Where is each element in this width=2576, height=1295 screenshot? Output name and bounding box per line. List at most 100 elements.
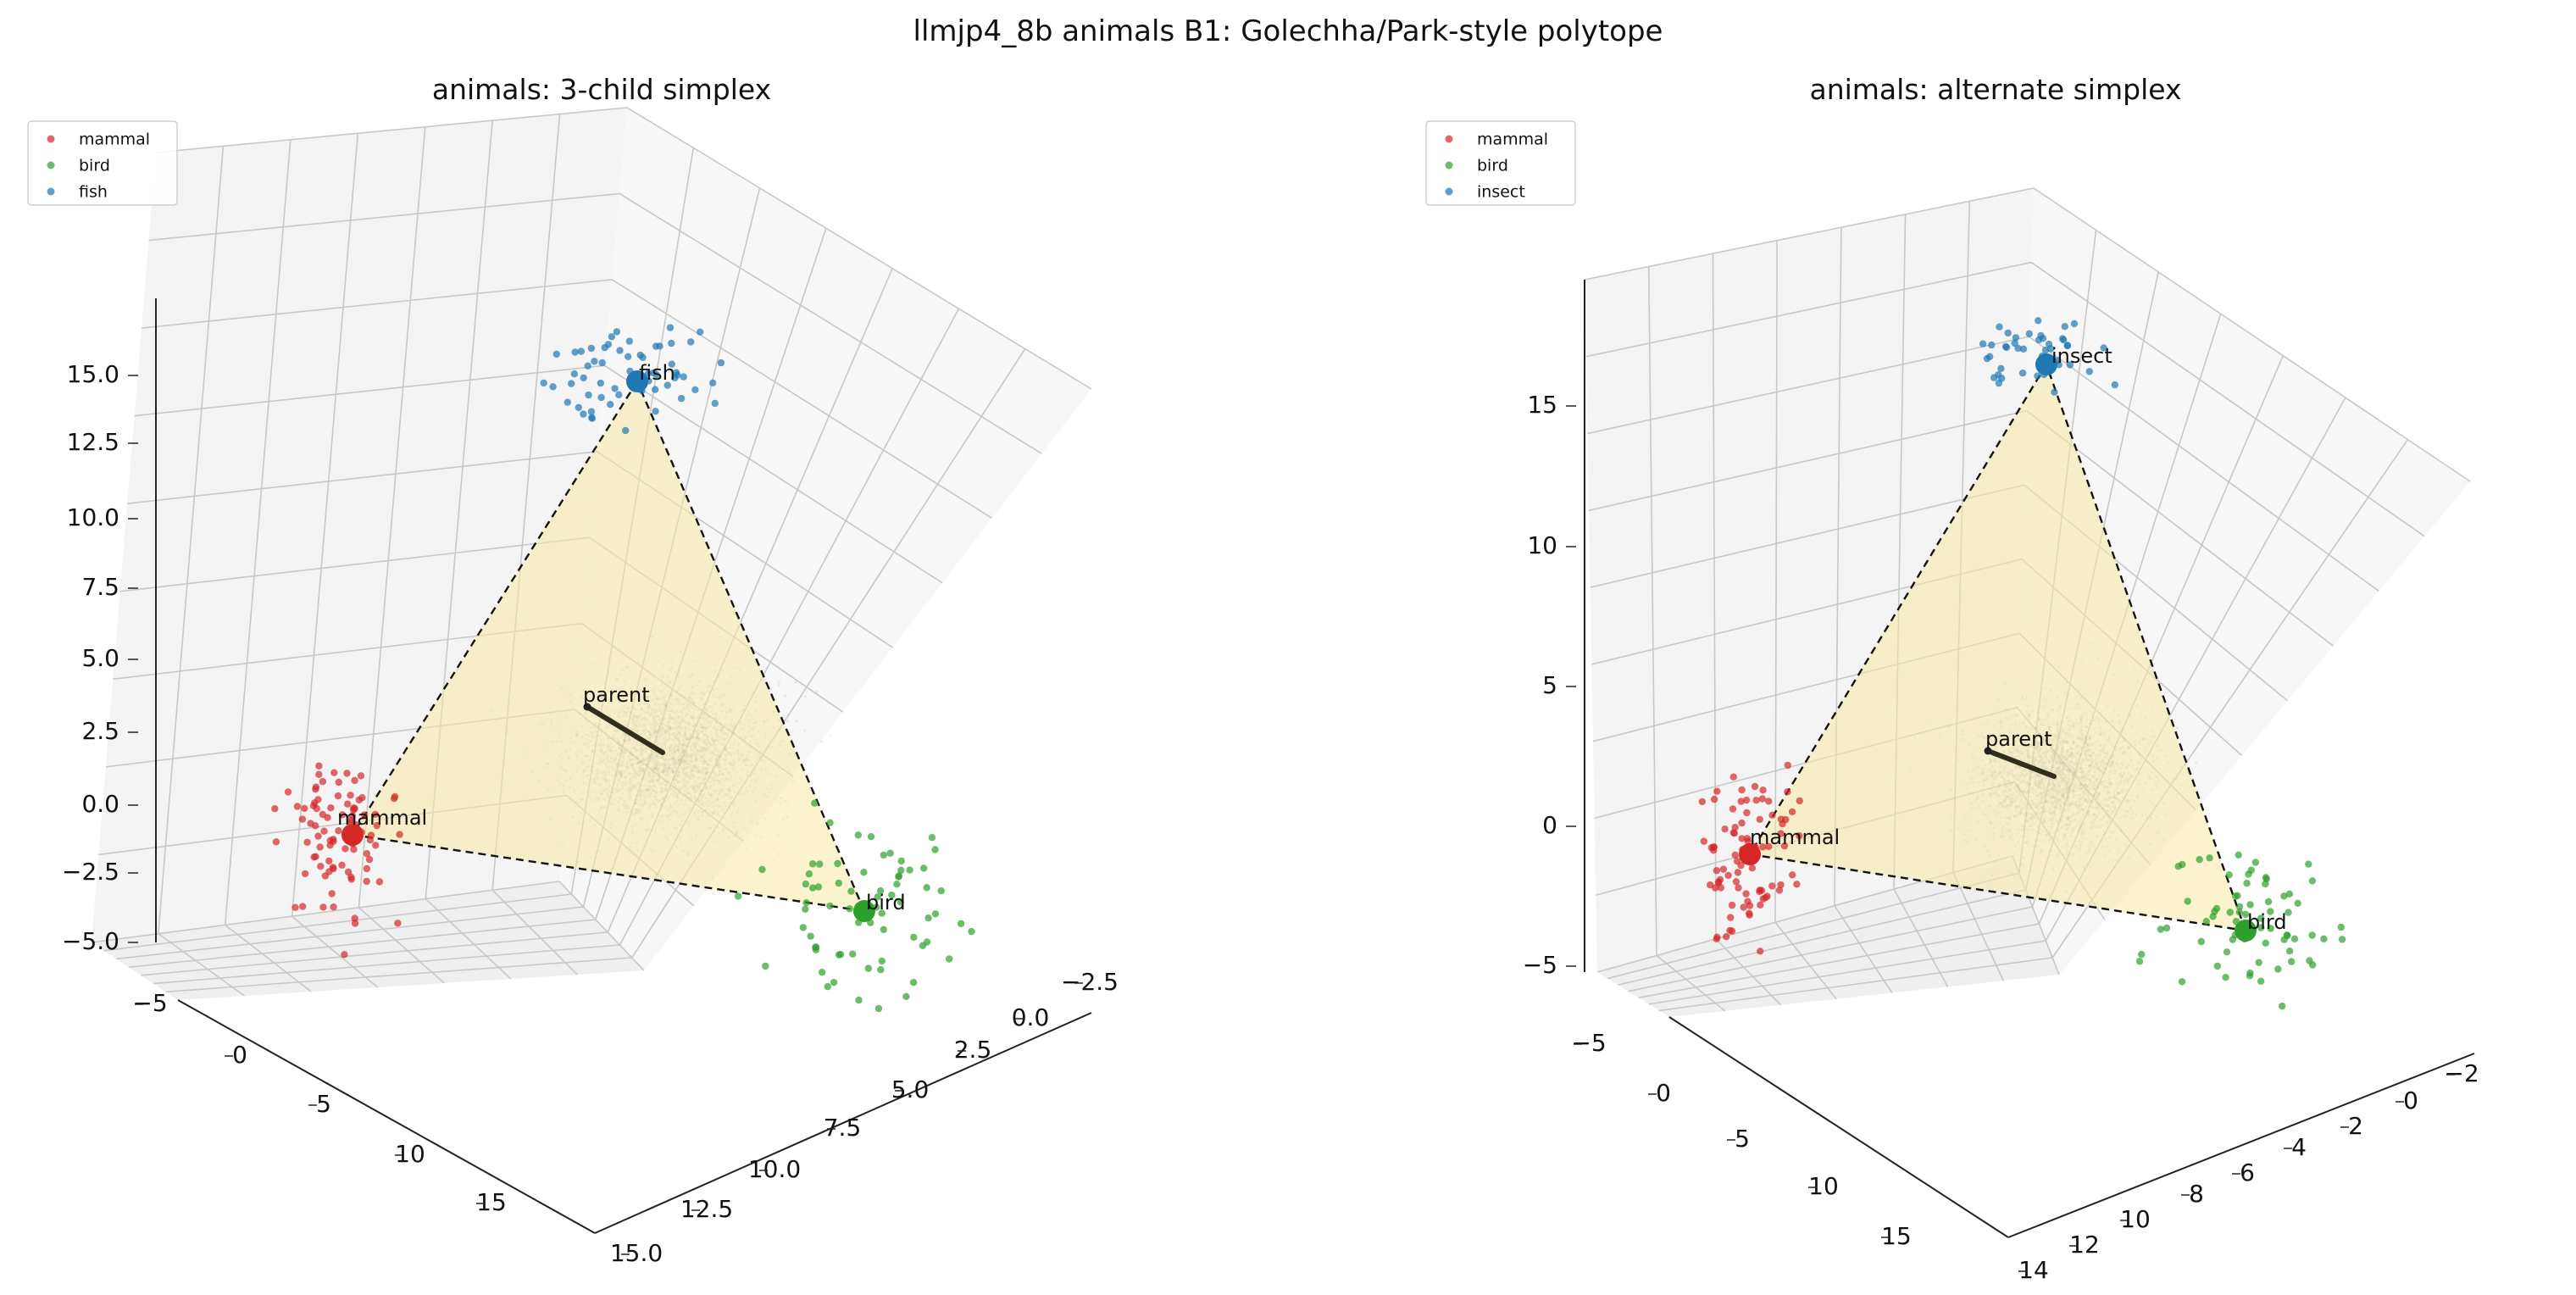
- mammal-point: [312, 786, 319, 793]
- fish-point: [588, 414, 596, 422]
- fish-vertex-label: fish: [639, 361, 675, 385]
- y-tick-label: 10: [1808, 1172, 1839, 1200]
- mammal-point: [312, 822, 319, 830]
- bird-point: [849, 950, 857, 958]
- bird-point: [802, 899, 810, 907]
- y-axis-line: [1668, 1016, 2009, 1238]
- grid-line: [619, 192, 1042, 454]
- x-tick-label: −2.5: [1061, 968, 1119, 996]
- fish-point: [680, 373, 687, 381]
- z-tick-label: −5: [1523, 951, 1557, 979]
- mammal-point: [319, 810, 326, 819]
- mammal-point: [327, 804, 335, 812]
- fish-point: [580, 410, 587, 418]
- mammal-point: [338, 861, 346, 869]
- mammal-point: [325, 857, 333, 865]
- z-tick-label: 0.0: [81, 790, 119, 818]
- mammal-point: [309, 802, 318, 809]
- fish-point: [622, 426, 630, 435]
- mammal-point: [328, 890, 336, 898]
- fish-point: [611, 385, 619, 392]
- bird-point: [818, 969, 826, 976]
- grid-line: [603, 364, 943, 584]
- mammal-point: [334, 792, 342, 800]
- bird-point: [826, 902, 834, 910]
- bird-point: [847, 887, 855, 895]
- x-tick-label: 6: [2240, 1159, 2255, 1187]
- fish-point: [597, 393, 605, 402]
- fish-point: [625, 337, 633, 345]
- grid-line: [225, 924, 312, 992]
- bird-point: [807, 932, 814, 940]
- z-tick-label: 7.5: [81, 573, 119, 601]
- cloud-point: [777, 681, 780, 684]
- bird-point: [816, 860, 824, 868]
- grid-line: [291, 915, 379, 988]
- grid-line: [626, 107, 1092, 390]
- mammal-point: [293, 803, 302, 810]
- mammal-point: [315, 770, 323, 778]
- bird-point: [923, 884, 930, 892]
- x-tick-label: 2.5: [954, 1036, 992, 1064]
- legend-swatch-mammal: [47, 135, 55, 143]
- y-tick-label: −5: [1571, 1029, 1606, 1057]
- cloud-point: [815, 690, 819, 693]
- axis-lines: [155, 298, 1092, 1234]
- bird-point: [946, 955, 953, 963]
- x-tick-label: 0: [2403, 1087, 2418, 1114]
- grid-line: [425, 898, 512, 980]
- bird-point: [909, 979, 918, 987]
- y-axis-line: [177, 999, 596, 1234]
- fish-point: [587, 408, 596, 415]
- mammal-point: [299, 903, 307, 910]
- cloud-point: [2194, 761, 2198, 764]
- x-tick-label: 14: [2018, 1256, 2049, 1284]
- mammal-point: [272, 838, 280, 846]
- bird-point: [902, 992, 910, 1001]
- bird-point: [835, 951, 843, 959]
- bird-vertex-label: bird: [866, 891, 906, 914]
- grid-line: [128, 919, 596, 968]
- figure-suptitle: llmjp4_8b animals B1: Golechha/Park-styl…: [913, 14, 1663, 48]
- bird-point: [867, 833, 875, 841]
- mammal-point: [291, 903, 299, 911]
- fish-point: [580, 374, 587, 382]
- mammal-point: [321, 872, 329, 880]
- bird-point: [893, 881, 901, 888]
- fish-point: [697, 328, 704, 336]
- bird-point: [826, 819, 834, 826]
- z-tick-label: 0: [1542, 811, 1557, 839]
- mammal-point: [375, 878, 384, 886]
- fish-point: [666, 324, 675, 331]
- bird-point: [919, 942, 927, 950]
- x-tick-label: 12: [2069, 1231, 2100, 1259]
- fish-point: [687, 338, 695, 346]
- fish-point: [691, 386, 699, 394]
- tick-labels: 15.012.510.07.55.02.50.0−2.5−5.0−5051015…: [62, 360, 1119, 1267]
- mammal-point: [347, 873, 355, 881]
- fish-point: [615, 391, 623, 398]
- fish-point: [577, 347, 585, 355]
- mammal-point: [363, 850, 371, 858]
- y-tick-label: 0: [1656, 1079, 1671, 1107]
- x-axis-line: [2007, 1053, 2475, 1238]
- mammal-point: [301, 804, 308, 812]
- mammal-point: [341, 845, 349, 853]
- bird-point: [824, 982, 831, 991]
- x-tick-label: 12.5: [680, 1195, 733, 1223]
- mammal-point: [320, 827, 328, 835]
- fish-point: [571, 348, 579, 356]
- bird-point: [834, 859, 841, 868]
- z-tick-label: 10.0: [67, 503, 119, 531]
- mammal-point: [351, 776, 358, 785]
- bird-point: [968, 927, 975, 936]
- mammal-point: [329, 864, 337, 871]
- grid-line: [142, 279, 613, 329]
- fish-point: [625, 353, 632, 360]
- mammal-point: [363, 877, 370, 886]
- fish-point: [568, 380, 575, 387]
- bird-point: [957, 920, 965, 928]
- fish-point: [575, 403, 582, 411]
- fish-point: [584, 362, 591, 370]
- cloud-point: [804, 695, 808, 698]
